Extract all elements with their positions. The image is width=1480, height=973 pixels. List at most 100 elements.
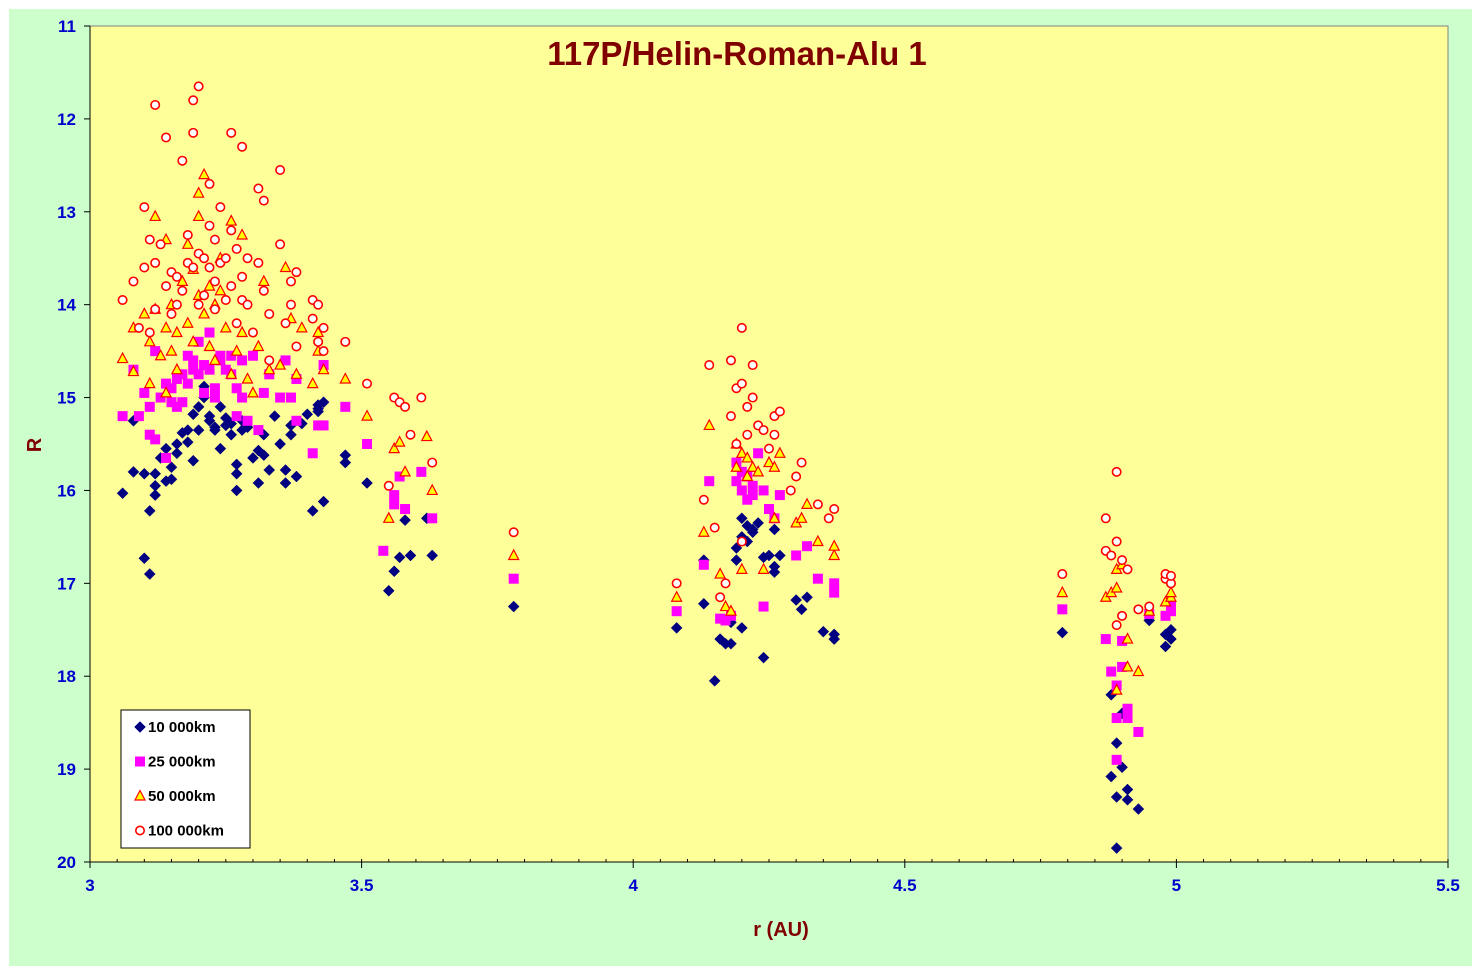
series-25000km-point bbox=[209, 392, 220, 403]
series-25000km-point bbox=[144, 401, 155, 412]
series-100000km-point bbox=[199, 290, 210, 301]
y-tick-label: 18 bbox=[57, 667, 76, 686]
series-10000km-point bbox=[790, 594, 803, 606]
series-100000km-point bbox=[166, 308, 177, 319]
series-50000km-point bbox=[811, 534, 824, 547]
series-100000km-point bbox=[1117, 555, 1128, 566]
series-100000km-point bbox=[285, 299, 296, 310]
series-25000km-point bbox=[1133, 726, 1144, 737]
series-50000km-point bbox=[181, 316, 194, 328]
series-25000km-point bbox=[1122, 703, 1133, 714]
legend-marker bbox=[134, 789, 146, 801]
series-100000km-point bbox=[758, 425, 769, 436]
series-100000km-point bbox=[725, 411, 736, 422]
series-10000km-point bbox=[306, 505, 319, 517]
chart-svg: 11 12 13 14 15 16 17 18 19 20 3 3.5 4 4.5 5 5.5 117P/H… bbox=[24, 17, 1460, 941]
series-100000km-point bbox=[133, 322, 144, 333]
series-50000km-point bbox=[203, 339, 216, 352]
series-10000km-point bbox=[388, 565, 401, 578]
series-100000km-point bbox=[117, 295, 128, 306]
series-25000km-point bbox=[508, 573, 519, 584]
series-100000km-point bbox=[796, 457, 807, 468]
legend: 10 000km 25 000km 50 000km 100 000km bbox=[120, 709, 251, 849]
series-25000km-point bbox=[313, 420, 324, 431]
series-50000km-point bbox=[1110, 683, 1123, 695]
series-10000km-point bbox=[149, 467, 162, 480]
series-100000km-point bbox=[736, 322, 747, 333]
series-25000km-point bbox=[704, 476, 715, 487]
series-10000km-point bbox=[317, 396, 330, 409]
series-10000km-point bbox=[725, 637, 737, 650]
legend-box bbox=[120, 709, 251, 849]
series-25000km-point bbox=[812, 573, 823, 584]
series-100000km-point bbox=[237, 141, 248, 152]
y-tick-label: 13 bbox=[57, 203, 76, 222]
series-50000km-point bbox=[187, 335, 200, 347]
series-100000km-point bbox=[1144, 601, 1155, 612]
series-10000km-point bbox=[192, 424, 205, 436]
series-10000km-point bbox=[670, 622, 683, 634]
series-100000km-point bbox=[188, 127, 199, 138]
series-10000km-point bbox=[746, 523, 759, 536]
series-50000km-point bbox=[730, 460, 743, 472]
series-10000km-point bbox=[828, 628, 841, 641]
series-10000km-point bbox=[301, 408, 314, 421]
x-tick-label: 4.5 bbox=[893, 876, 917, 895]
series-100000km-point bbox=[215, 202, 226, 213]
series-25000km-point bbox=[758, 601, 769, 612]
series-100000km-point bbox=[785, 485, 796, 496]
y-tick-label: 11 bbox=[58, 17, 76, 36]
series-25000km-point bbox=[193, 369, 204, 380]
series-100000km-point bbox=[155, 239, 166, 250]
series-25000km-point bbox=[802, 541, 813, 552]
series-10000km-point bbox=[165, 473, 178, 486]
series-25000km-point bbox=[747, 480, 758, 491]
series-50000km-point bbox=[741, 451, 754, 463]
series-10000km-point bbox=[708, 675, 721, 687]
series-25000km-point bbox=[1057, 604, 1068, 615]
series-100000km-point bbox=[247, 327, 258, 338]
series-10000km-point bbox=[361, 477, 373, 489]
series-25000km-point bbox=[242, 415, 253, 426]
series-50000km-point bbox=[257, 274, 270, 287]
series-100000km-point bbox=[318, 346, 329, 357]
series-25000km-point bbox=[150, 346, 161, 357]
series-10000km-point bbox=[247, 452, 259, 464]
series-25000km-point bbox=[731, 476, 742, 487]
series-25000km-point bbox=[394, 471, 405, 482]
series-10000km-point bbox=[735, 512, 748, 525]
series-50000km-point bbox=[170, 325, 183, 338]
series-50000km-point bbox=[1121, 660, 1134, 672]
series-100000km-point bbox=[150, 257, 161, 268]
legend-label: 25 000km bbox=[148, 754, 216, 771]
series-group bbox=[117, 81, 1176, 631]
series-25000km-point bbox=[199, 387, 210, 398]
series-25000km-point bbox=[378, 545, 389, 556]
series-50000km-point bbox=[1110, 581, 1123, 593]
series-100000km-point bbox=[763, 443, 774, 454]
series-10000km-point bbox=[192, 400, 205, 413]
series-100000km-point bbox=[188, 95, 199, 106]
series-100000km-point bbox=[231, 243, 242, 254]
series-100000km-point bbox=[318, 322, 329, 333]
series-10000km-point bbox=[1105, 770, 1118, 783]
y-tick-label: 16 bbox=[57, 481, 76, 500]
series-100000km-point bbox=[204, 262, 215, 273]
series-10000km-point bbox=[730, 554, 743, 566]
series-10000km-point bbox=[138, 552, 151, 565]
series-100000km-point bbox=[144, 327, 155, 338]
series-10000km-point bbox=[1132, 803, 1145, 815]
series-25000km-point bbox=[1165, 606, 1176, 617]
y-axis-title: R bbox=[24, 437, 46, 452]
series-100000km-point bbox=[161, 281, 172, 292]
series-100000km-point bbox=[1117, 610, 1128, 621]
series-25000km-point bbox=[247, 350, 258, 361]
x-tick-label: 3.5 bbox=[350, 876, 374, 895]
series-100000km-point bbox=[264, 308, 275, 319]
series-100000km-point bbox=[264, 355, 275, 366]
series-10000km-point bbox=[181, 436, 194, 448]
series-50000km-point bbox=[757, 562, 770, 575]
series-25000km-point bbox=[416, 466, 427, 477]
series-50000km-point bbox=[295, 321, 308, 333]
series-100000km-point bbox=[1111, 536, 1122, 547]
